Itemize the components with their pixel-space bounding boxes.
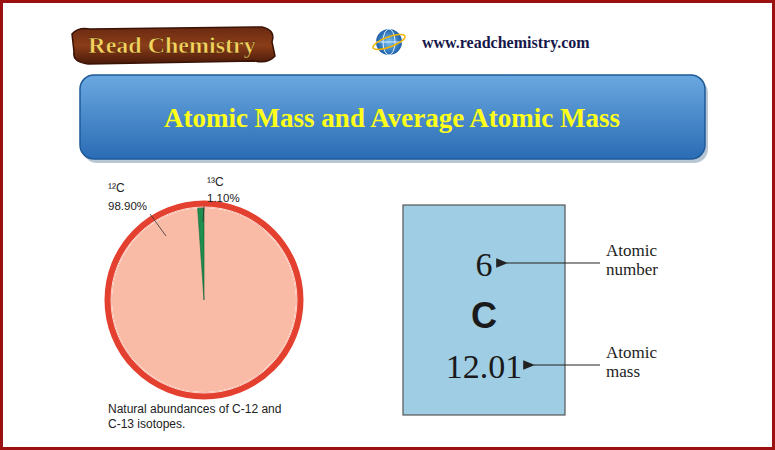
page-border <box>2 2 774 449</box>
globe-part <box>376 42 402 43</box>
element-tile <box>403 205 565 415</box>
category-label: ¹³C <box>207 175 224 189</box>
leader-line <box>203 206 204 222</box>
pie-ring-inner <box>111 207 297 393</box>
atomic-mass: 12.01 <box>446 348 523 385</box>
caption: Natural abundances of C-12 andC-13 isoto… <box>108 402 281 431</box>
tile-label: Atomicnumber <box>606 241 658 279</box>
arrow <box>534 364 600 365</box>
logo-plate <box>72 27 275 64</box>
data-label: 98.90% <box>108 200 147 212</box>
tile-label: Atomicmass <box>606 343 657 381</box>
globe-part <box>376 29 402 55</box>
category-label: ¹²C <box>108 181 125 195</box>
element-symbol: C <box>471 295 497 336</box>
data-label: 1.10% <box>207 192 240 204</box>
pie-slice <box>112 208 296 392</box>
arrow <box>507 262 600 263</box>
pie-ring <box>108 204 300 396</box>
leader-line <box>150 214 166 236</box>
globe-part <box>371 31 406 52</box>
title-banner <box>80 75 705 159</box>
globe-icon <box>371 29 406 55</box>
atomic-number: 6 <box>476 246 493 283</box>
canvas: Read Chemistry www.readchemistry.com Atomi… <box>0 0 775 450</box>
url: www.readchemistry.com <box>422 34 590 52</box>
pie <box>112 208 296 392</box>
brand: Read Chemistry <box>88 32 255 58</box>
title: Atomic Mass and Average Atomic Mass <box>164 103 620 133</box>
